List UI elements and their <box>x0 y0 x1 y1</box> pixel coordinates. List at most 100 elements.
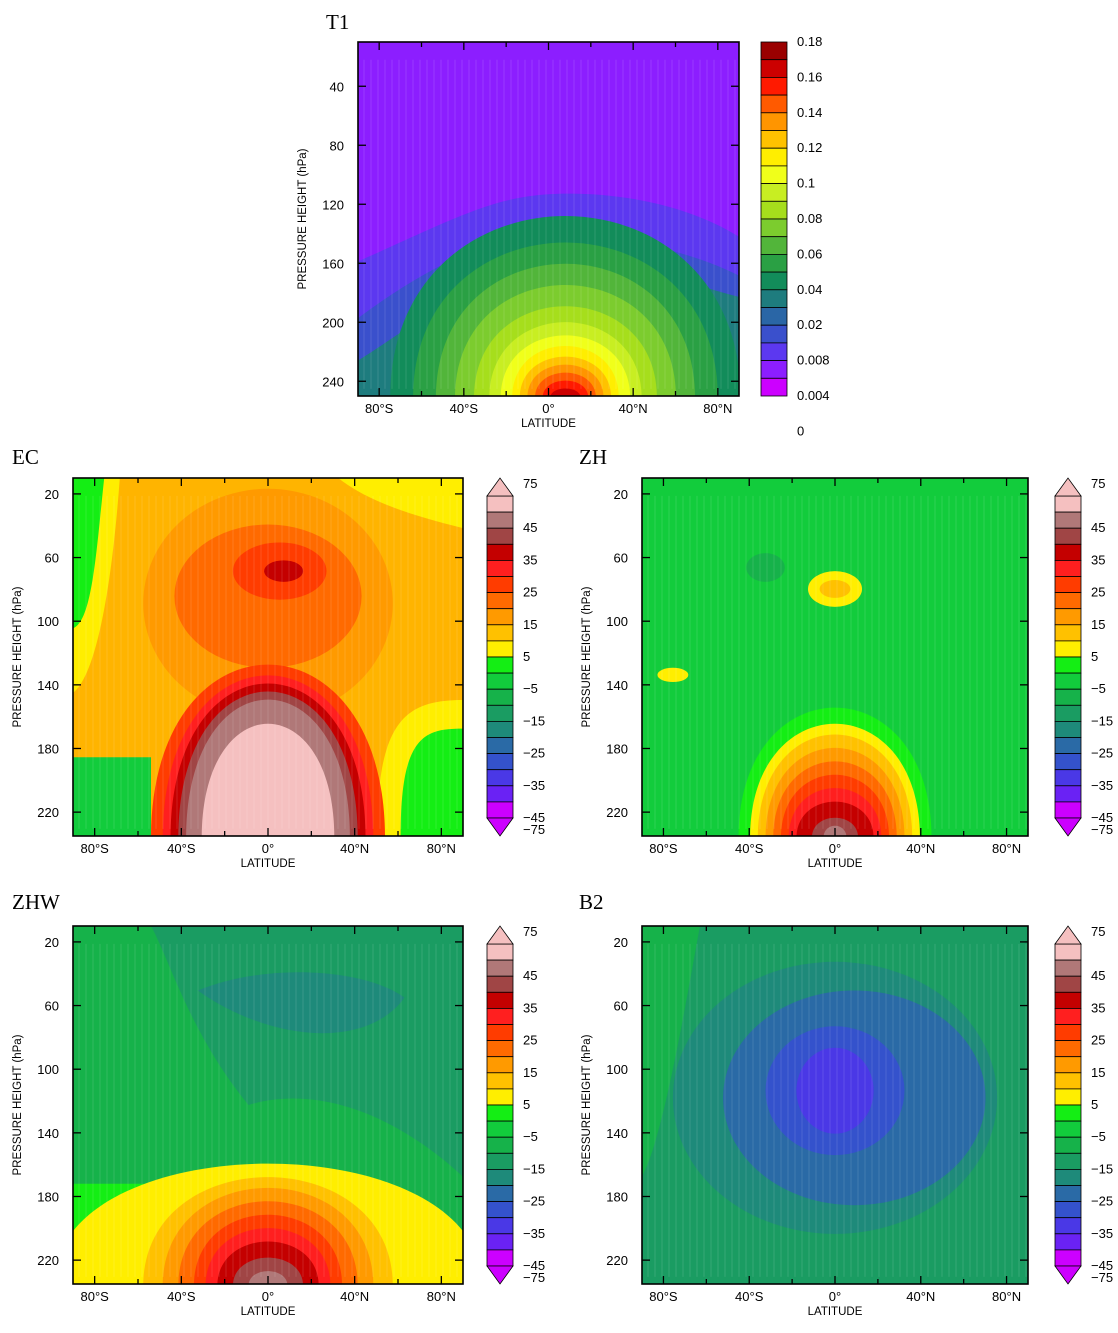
contour-band <box>264 560 304 582</box>
colorbar-label: 15 <box>523 1065 537 1080</box>
colorbar-label: 5 <box>1091 1097 1098 1112</box>
colorbar-label: −75 <box>1091 822 1113 837</box>
band <box>642 926 700 1177</box>
colorbar-box <box>1054 720 1082 738</box>
y-tick-label: 220 <box>37 805 59 820</box>
colorbar-box <box>1054 1185 1082 1203</box>
panel-zh: ZH 80°S 40°S 0° 40°N 80°N LATITUDE 20 60 100 140 1… <box>567 445 1118 890</box>
colorbar-label: −35 <box>1091 778 1113 793</box>
panel-title: T1 <box>326 10 350 34</box>
x-tick-label: 80°S <box>649 841 678 856</box>
colorbar-label: 75 <box>1091 476 1105 491</box>
y-tick-label: 220 <box>37 1253 59 1268</box>
x-tick-label: 80°N <box>427 1289 456 1304</box>
x-tick-label: 40°S <box>735 841 764 856</box>
colorbar-box <box>1054 560 1082 577</box>
colorbar-box <box>486 511 514 529</box>
colorbar-box <box>1054 1217 1082 1235</box>
colorbar-label: 35 <box>1091 1000 1105 1015</box>
colorbar-label: 15 <box>1091 617 1105 632</box>
y-tick-label: 140 <box>606 678 628 693</box>
colorbar-label: 45 <box>523 968 537 983</box>
y-tick-label: 60 <box>614 551 628 566</box>
y-tick-label: 160 <box>322 256 344 271</box>
colorbar-box <box>760 130 788 149</box>
x-tick-label: 80°N <box>992 841 1021 856</box>
colorbar-label: 25 <box>523 585 537 600</box>
y-tick-label: 40 <box>330 79 344 94</box>
colorbar-box <box>486 1072 514 1090</box>
contour-band <box>550 388 581 396</box>
colorbar-box <box>1054 959 1082 977</box>
colorbar-label: 25 <box>1091 1033 1105 1048</box>
colorbar-label: −5 <box>523 681 538 696</box>
colorbar-box <box>760 94 788 114</box>
panel-ec: EC 80°S 40°S 0° 40°N 80°N LATITUDE 20 60 100 140 1… <box>0 445 560 890</box>
colorbar-box <box>1054 1120 1082 1138</box>
colorbar-label: 75 <box>523 476 537 491</box>
colorbar-label: −5 <box>1091 681 1106 696</box>
colorbar-box <box>1054 1249 1082 1267</box>
colorbar-box <box>1054 1040 1082 1058</box>
colorbar-box <box>1054 1104 1082 1122</box>
colorbar-label: −15 <box>1091 713 1113 728</box>
colorbar-label: 0.008 <box>797 353 830 368</box>
colorbar-box <box>486 801 514 819</box>
colorbar-box <box>486 576 514 594</box>
colorbar-label: −25 <box>523 746 545 761</box>
colorbar-label: 75 <box>1091 924 1105 939</box>
colorbar-box <box>486 640 514 658</box>
contour-field <box>642 926 1028 1284</box>
colorbar-box <box>486 495 514 513</box>
colorbar-label: 0.02 <box>797 317 822 332</box>
colorbar-box <box>1054 753 1082 771</box>
colorbar-label: −75 <box>523 822 545 837</box>
y-axis-label: PRESSURE HEIGHT (hPa) <box>581 586 593 727</box>
colorbar-box <box>486 656 514 674</box>
colorbar-box <box>486 1249 514 1267</box>
x-tick-label: 40°N <box>906 1289 935 1304</box>
colorbar-label: 0.004 <box>797 388 830 403</box>
x-axis-label: LATITUDE <box>241 858 296 870</box>
colorbar-box <box>760 41 788 61</box>
colorbar-label: 0.16 <box>797 69 822 84</box>
colorbar-box <box>486 1136 514 1154</box>
colorbar-box <box>486 688 514 706</box>
colorbar-box <box>486 975 514 993</box>
colorbar-box <box>486 1217 514 1235</box>
y-tick-label: 220 <box>606 1253 628 1268</box>
colorbar-box <box>1054 543 1082 561</box>
colorbar-label: 15 <box>1091 1065 1105 1080</box>
colorbar-label: −15 <box>1091 1161 1113 1176</box>
y-tick-label: 180 <box>37 1189 59 1204</box>
colorbar-box <box>486 1024 514 1042</box>
contour-band <box>233 1257 303 1284</box>
contour-band <box>819 580 851 598</box>
colorbar-box <box>760 253 788 273</box>
x-tick-label: 0° <box>829 1289 841 1304</box>
colorbar-label: 35 <box>523 1000 537 1015</box>
y-tick-label: 20 <box>614 935 628 950</box>
colorbar-box <box>1054 975 1082 993</box>
colorbar-box <box>1054 737 1082 755</box>
colorbar-box <box>486 991 514 1009</box>
colorbar-label: 45 <box>1091 968 1105 983</box>
colorbar-box <box>1054 527 1082 545</box>
x-tick-label: 40°N <box>340 1289 369 1304</box>
x-tick-label: 80°S <box>365 401 394 416</box>
y-tick-label: 100 <box>37 614 59 629</box>
x-tick-label: 80°S <box>649 1289 678 1304</box>
y-tick-label: 60 <box>45 551 59 566</box>
colorbar-box <box>760 342 788 361</box>
colorbar-box <box>486 943 514 961</box>
colorbar-box <box>1054 511 1082 529</box>
colorbar-box <box>760 77 788 96</box>
x-tick-label: 40°S <box>167 841 196 856</box>
y-axis-label: PRESSURE HEIGHT (hPa) <box>581 1034 593 1175</box>
x-tick-label: 0° <box>262 1289 274 1304</box>
chart-zh: 80°S 40°S 0° 40°N 80°N LATITUDE 20 60 100 140 180 2… <box>581 476 1113 870</box>
colorbar-box <box>1054 1136 1082 1154</box>
colorbar-box <box>1054 943 1082 961</box>
x-axis-label: LATITUDE <box>521 418 576 430</box>
colorbar-box <box>486 592 514 610</box>
